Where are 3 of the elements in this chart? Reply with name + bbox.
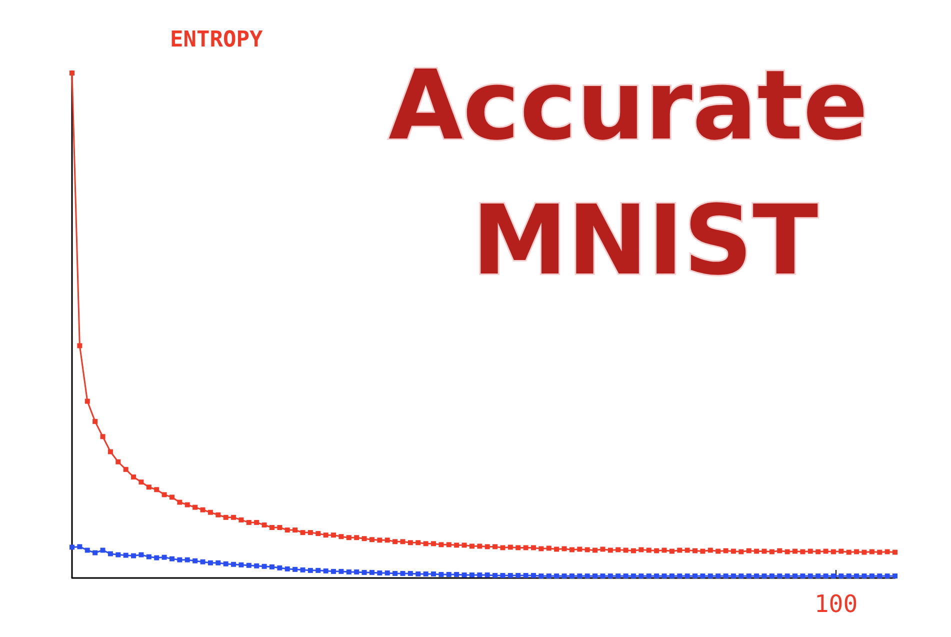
chart-title: ENTROPY: [170, 28, 264, 52]
text: 100: [814, 590, 858, 618]
annotation: Accurate MNIST: [388, 50, 902, 296]
